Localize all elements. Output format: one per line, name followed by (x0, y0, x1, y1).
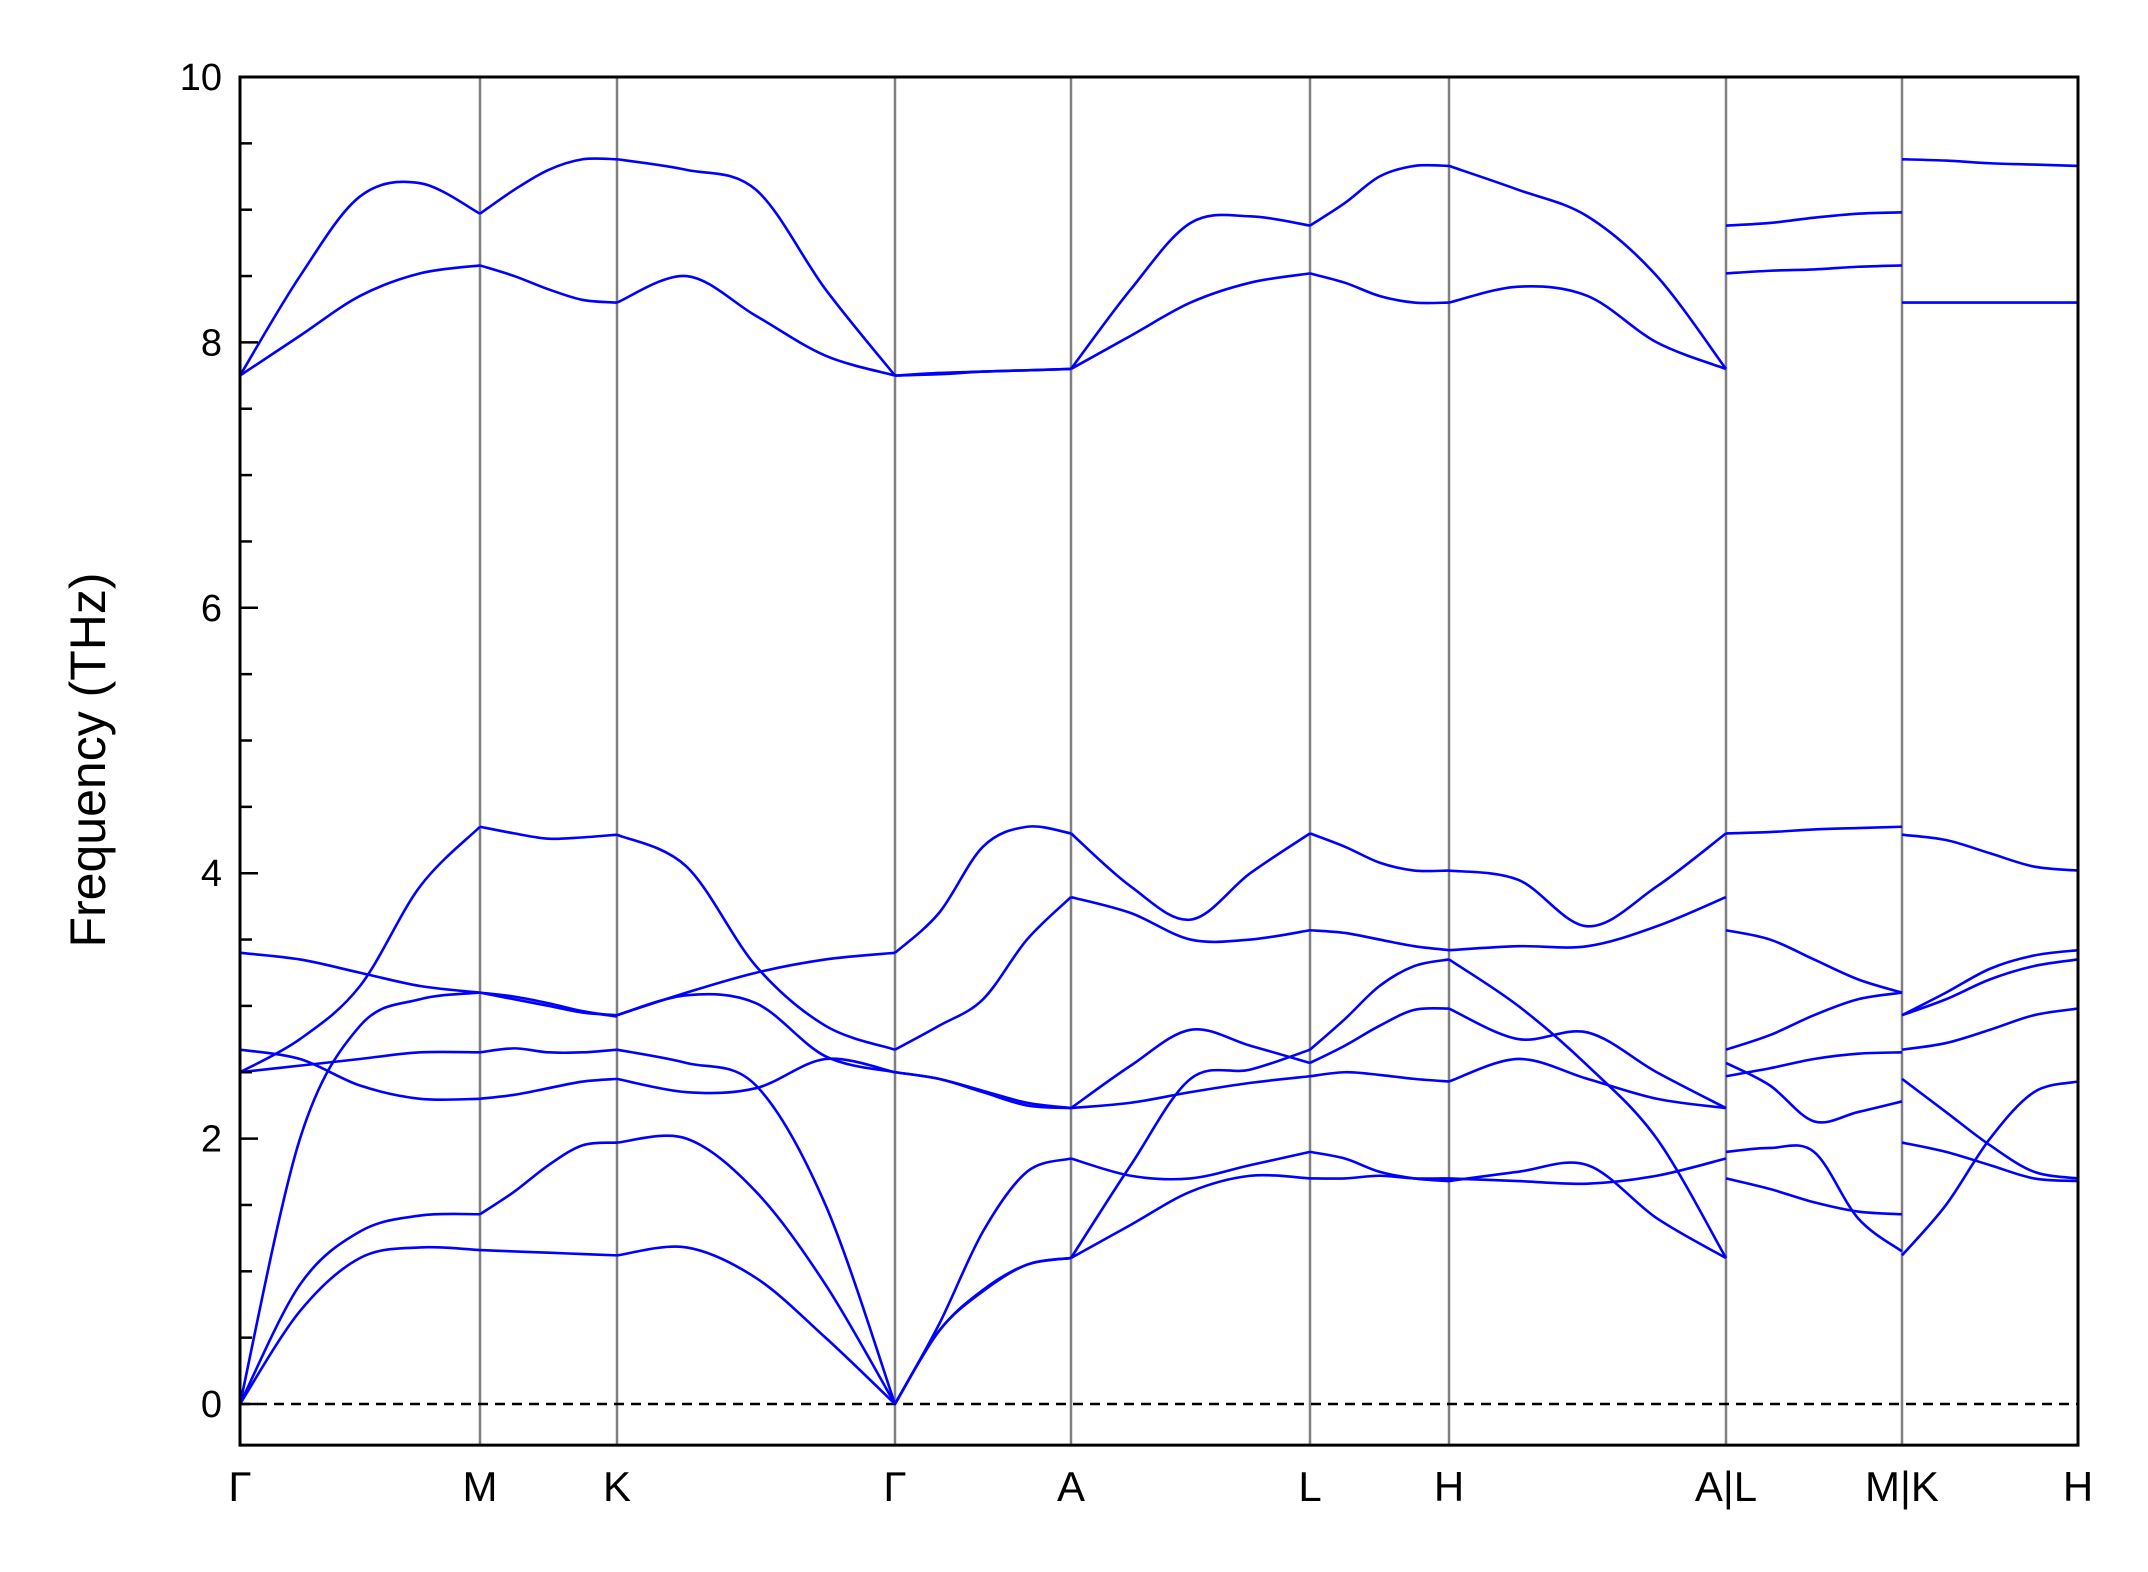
band-3-segment-Γ-A (894, 896, 1072, 1051)
band-0-segment-M-K (479, 157, 618, 215)
band-7-segment-M-K (479, 1141, 618, 1216)
band-7-segment-K-Γ (616, 1134, 897, 1405)
x-tick-label: H (1434, 1463, 1464, 1510)
x-tick-label: Γ (228, 1463, 251, 1510)
band-4-segment-M-K (479, 991, 618, 1017)
band-7-segment-Γ-M (238, 1212, 481, 1405)
band-4-segment-L-H (1309, 958, 1450, 1051)
band-2-segment-L-H (1309, 832, 1450, 873)
band-2-segment-Γ-A (894, 825, 1072, 954)
band-2-segment-H-A (1448, 832, 1727, 928)
band-1-segment-Γ-M (239, 264, 481, 377)
band-7-segment-K-H (1901, 1141, 2079, 1183)
band-0-segment-H-A (1448, 164, 1728, 370)
band-4-segment-K-H (1901, 958, 2079, 1017)
band-8-segment-L-H (1309, 1174, 1450, 1180)
band-6-segment-M-K (479, 1077, 618, 1101)
y-tick-label: 10 (180, 57, 222, 99)
band-6-segment-A-L (1070, 1074, 1311, 1110)
band-0-segment-A-L (1069, 213, 1311, 370)
y-tick-label: 6 (201, 588, 222, 630)
band-4-segment-K-Γ (616, 992, 896, 1074)
x-tick-label: L (1298, 1463, 1321, 1510)
y-tick-label: 2 (201, 1119, 222, 1161)
bands (238, 157, 2079, 1405)
band-0-segment-K-H (1901, 157, 2079, 168)
band-6-segment-L-M (1725, 1051, 1903, 1078)
band-2-segment-M-K (479, 825, 618, 841)
band-5-segment-K-H (1901, 1007, 2079, 1051)
band-5-segment-K-Γ (616, 1048, 897, 1405)
band-7-segment-H-A (1448, 1161, 1727, 1260)
band-3-segment-L-H (1309, 928, 1450, 952)
x-tick-label: K (603, 1463, 631, 1510)
band-3-segment-H-A (1448, 895, 1727, 952)
band-3-segment-L-M (1725, 928, 1903, 994)
band-2-segment-K-H (1901, 833, 2079, 872)
band-5-segment-Γ-M (239, 1048, 481, 1102)
band-6-segment-Γ-M (239, 1050, 481, 1074)
band-5-segment-A-L (1069, 1048, 1311, 1259)
band-1-segment-H-A (1448, 285, 1727, 371)
x-tick-label: H (2063, 1463, 2093, 1510)
band-8-segment-K-H (1901, 1080, 2079, 1257)
band-6-segment-H-A (1448, 1057, 1727, 1110)
band-6-segment-K-H (1901, 1077, 2079, 1180)
band-1-segment-Γ-A (894, 367, 1072, 377)
kpoint-lines (478, 77, 1904, 1446)
band-8-segment-L-M (1725, 1177, 1903, 1216)
band-0-segment-K-Γ (616, 157, 897, 377)
band-2-segment-L-M (1725, 825, 1903, 835)
band-3-segment-Γ-M (239, 951, 481, 994)
band-3-segment-K-Γ (616, 951, 896, 1017)
band-1-segment-M-K (479, 264, 618, 304)
band-8-segment-A-L (1070, 1173, 1311, 1260)
x-tick-label: M (463, 1463, 498, 1510)
band-4-segment-A-L (1070, 1027, 1311, 1110)
band-4-segment-H-A (1448, 958, 1728, 1259)
band-7-segment-Γ-A (893, 1256, 1072, 1405)
band-1-segment-K-Γ (616, 274, 896, 377)
y-tick-label: 0 (201, 1384, 222, 1426)
y-axis-ticks: 0 2 4 6 8 10 (180, 57, 258, 1426)
band-8-segment-H-A (1448, 1157, 1727, 1186)
band-5-segment-L-H (1309, 1006, 1450, 1065)
band-4-segment-Γ-M (238, 991, 481, 1405)
x-tick-label: Γ (883, 1463, 906, 1510)
band-0-segment-L-H (1309, 163, 1450, 227)
band-0-segment-Γ-M (238, 180, 481, 377)
band-6-segment-L-H (1309, 1070, 1450, 1083)
band-5-segment-M-K (479, 1047, 618, 1055)
y-tick-label: 8 (201, 322, 222, 364)
band-1-segment-A-L (1070, 272, 1311, 371)
x-tick-label: A (1057, 1463, 1085, 1510)
band-8-segment-Γ-M (238, 1245, 481, 1405)
band-5-segment-L-M (1725, 1061, 1903, 1124)
band-1-segment-L-H (1309, 272, 1450, 305)
band-6-segment-Γ-A (893, 1157, 1072, 1405)
x-tick-label: M|K (1865, 1463, 1939, 1510)
band-2-segment-A-L (1070, 832, 1311, 921)
band-0-segment-L-M (1725, 211, 1903, 227)
band-5-segment-H-A (1448, 1007, 1727, 1110)
band-8-segment-K-Γ (616, 1245, 896, 1405)
band-2-segment-Γ-M (239, 825, 481, 1074)
band-7-segment-A-L (1070, 1150, 1311, 1181)
band-6-segment-K-Γ (616, 1057, 896, 1095)
band-7-segment-L-M (1725, 1144, 1903, 1253)
band-3-segment-K-H (1901, 948, 2079, 1017)
x-tick-label: A|L (1695, 1463, 1757, 1510)
x-axis-ticks: Γ M K Γ A L H A|L M|K H (228, 1463, 2093, 1510)
plot-frame (238, 75, 2080, 1447)
band-5-segment-Γ-A (894, 1070, 1072, 1110)
band-8-segment-M-K (479, 1248, 618, 1257)
band-3-segment-A-L (1070, 895, 1311, 944)
band-1-segment-L-M (1725, 264, 1903, 275)
y-tick-label: 4 (201, 853, 222, 895)
band-4-segment-L-M (1725, 991, 1903, 1051)
band-2-segment-K-Γ (616, 833, 896, 1051)
y-axis-label: Frequency (THz) (60, 572, 116, 947)
band-8-segment-Γ-A (893, 1256, 1072, 1405)
